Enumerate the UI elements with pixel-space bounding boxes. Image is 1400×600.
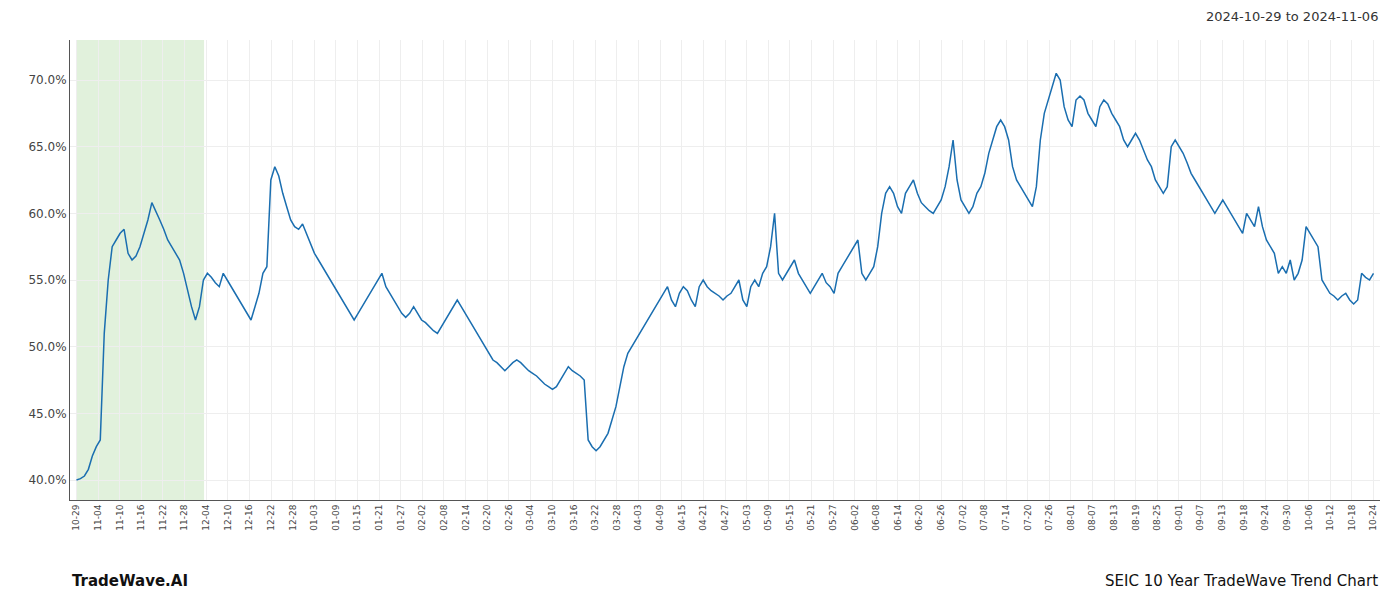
svg-text:09-13: 09-13 <box>1217 505 1227 531</box>
svg-text:03-16: 03-16 <box>569 504 579 530</box>
svg-text:08-13: 08-13 <box>1109 505 1119 531</box>
svg-text:02-02: 02-02 <box>417 505 427 531</box>
svg-text:06-14: 06-14 <box>893 504 903 530</box>
svg-text:08-19: 08-19 <box>1131 504 1141 530</box>
svg-text:04-27: 04-27 <box>720 505 730 531</box>
svg-text:04-09: 04-09 <box>655 504 665 530</box>
svg-text:12-22: 12-22 <box>266 505 276 531</box>
svg-text:10-24: 10-24 <box>1368 504 1378 530</box>
svg-text:10-12: 10-12 <box>1325 505 1335 531</box>
svg-text:02-14: 02-14 <box>461 504 471 530</box>
svg-text:07-14: 07-14 <box>1001 504 1011 530</box>
svg-text:70.0%: 70.0% <box>28 73 66 87</box>
svg-text:02-26: 02-26 <box>504 504 514 530</box>
svg-text:12-28: 12-28 <box>288 504 298 530</box>
svg-text:09-07: 09-07 <box>1196 505 1206 531</box>
svg-text:12-16: 12-16 <box>244 504 254 530</box>
svg-text:40.0%: 40.0% <box>28 473 66 487</box>
svg-text:03-04: 03-04 <box>525 504 535 530</box>
svg-text:06-08: 06-08 <box>871 504 881 530</box>
svg-text:08-01: 08-01 <box>1066 505 1076 531</box>
svg-text:2024-10-29 to 2024-11-06: 2024-10-29 to 2024-11-06 <box>1206 9 1378 24</box>
svg-text:04-15: 04-15 <box>677 505 687 531</box>
svg-text:03-22: 03-22 <box>590 505 600 531</box>
svg-text:05-15: 05-15 <box>785 505 795 531</box>
svg-text:05-09: 05-09 <box>763 504 773 530</box>
svg-text:05-27: 05-27 <box>828 505 838 531</box>
svg-text:11-04: 11-04 <box>93 504 103 530</box>
svg-text:10-29: 10-29 <box>71 504 81 530</box>
svg-text:10-18: 10-18 <box>1347 504 1357 530</box>
svg-text:12-04: 12-04 <box>201 504 211 530</box>
svg-text:02-08: 02-08 <box>439 504 449 530</box>
svg-text:07-20: 07-20 <box>1023 504 1033 530</box>
svg-text:10-06: 10-06 <box>1304 504 1314 530</box>
svg-text:04-21: 04-21 <box>698 505 708 531</box>
svg-text:06-20: 06-20 <box>914 504 924 530</box>
svg-text:07-26: 07-26 <box>1044 504 1054 530</box>
svg-text:07-08: 07-08 <box>979 504 989 530</box>
svg-text:01-27: 01-27 <box>396 505 406 531</box>
svg-text:08-25: 08-25 <box>1152 505 1162 531</box>
svg-text:06-26: 06-26 <box>936 504 946 530</box>
svg-text:60.0%: 60.0% <box>28 207 66 221</box>
svg-text:12-10: 12-10 <box>223 504 233 530</box>
svg-text:09-24: 09-24 <box>1260 504 1270 530</box>
svg-text:07-02: 07-02 <box>958 505 968 531</box>
svg-text:11-16: 11-16 <box>136 504 146 530</box>
svg-text:TradeWave.AI: TradeWave.AI <box>72 572 188 590</box>
svg-text:01-15: 01-15 <box>352 505 362 531</box>
svg-text:03-10: 03-10 <box>547 504 557 530</box>
svg-text:09-01: 09-01 <box>1174 505 1184 531</box>
svg-text:06-02: 06-02 <box>850 505 860 531</box>
svg-text:50.0%: 50.0% <box>28 340 66 354</box>
svg-text:11-10: 11-10 <box>115 504 125 530</box>
svg-text:55.0%: 55.0% <box>28 273 66 287</box>
svg-text:65.0%: 65.0% <box>28 140 66 154</box>
svg-text:05-03: 05-03 <box>742 505 752 531</box>
svg-text:02-20: 02-20 <box>482 504 492 530</box>
svg-text:03-28: 03-28 <box>612 504 622 530</box>
svg-text:08-07: 08-07 <box>1087 505 1097 531</box>
svg-text:SEIC 10 Year TradeWave Trend C: SEIC 10 Year TradeWave Trend Chart <box>1105 572 1378 590</box>
svg-text:05-21: 05-21 <box>806 505 816 531</box>
svg-text:11-28: 11-28 <box>179 504 189 530</box>
svg-text:04-03: 04-03 <box>633 505 643 531</box>
svg-text:11-22: 11-22 <box>158 505 168 531</box>
svg-text:01-09: 01-09 <box>331 504 341 530</box>
svg-text:09-18: 09-18 <box>1239 504 1249 530</box>
svg-text:01-21: 01-21 <box>374 505 384 531</box>
svg-text:09-30: 09-30 <box>1282 504 1292 530</box>
svg-text:45.0%: 45.0% <box>28 407 66 421</box>
svg-text:01-03: 01-03 <box>309 505 319 531</box>
